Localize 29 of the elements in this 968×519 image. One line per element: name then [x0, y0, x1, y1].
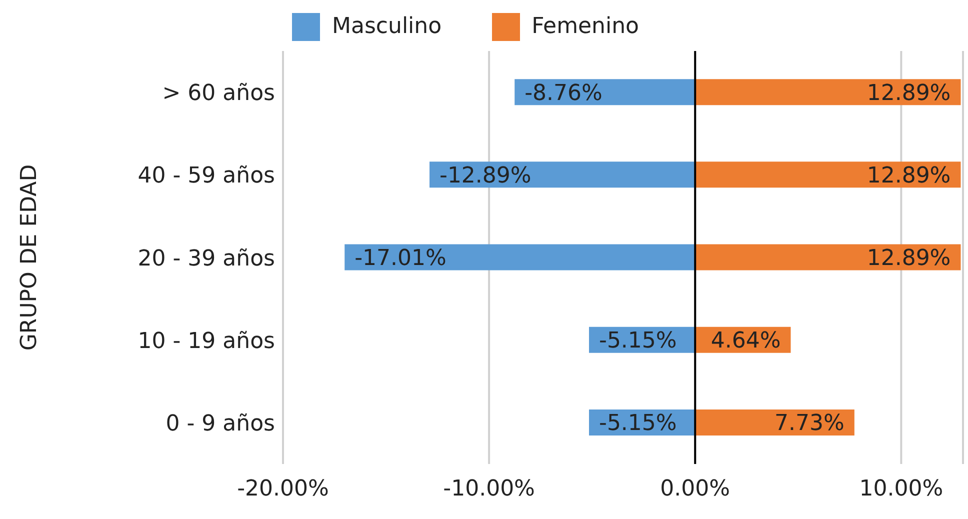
y-tick-label: 10 - 19 años	[138, 328, 275, 354]
y-axis-title: GRUPO DE EDAD	[16, 164, 42, 351]
bar	[514, 79, 696, 106]
data-label: -8.76%	[524, 80, 602, 106]
y-tick-label: > 60 años	[162, 81, 275, 106]
bar	[695, 162, 961, 188]
data-label: -5.15%	[599, 328, 677, 354]
y-tick-label: 0 - 9 años	[166, 412, 275, 437]
bar	[695, 244, 961, 270]
bar	[430, 162, 696, 188]
y-tick-label: 20 - 39 años	[138, 246, 275, 272]
x-tick-label: 0.00%	[660, 476, 730, 502]
bar	[695, 79, 961, 106]
data-label: 7.73%	[774, 411, 844, 436]
x-tick-label: -10.00%	[443, 476, 535, 502]
data-label: 12.89%	[866, 80, 951, 106]
data-label: -17.01%	[354, 246, 446, 271]
bar	[695, 409, 854, 436]
x-tick-label: -20.00%	[237, 476, 329, 502]
data-label: 4.64%	[710, 328, 781, 354]
legend-label: Masculino	[332, 14, 442, 40]
bar	[344, 244, 696, 270]
y-tick-label: 40 - 59 años	[138, 164, 275, 189]
legend-label: Femenino	[532, 14, 639, 40]
x-tick-label: 10.00%	[859, 476, 944, 502]
data-label: -12.89%	[440, 163, 532, 188]
data-label: -5.15%	[599, 411, 677, 436]
data-label: 12.89%	[866, 163, 951, 188]
data-label: 12.89%	[866, 246, 951, 271]
